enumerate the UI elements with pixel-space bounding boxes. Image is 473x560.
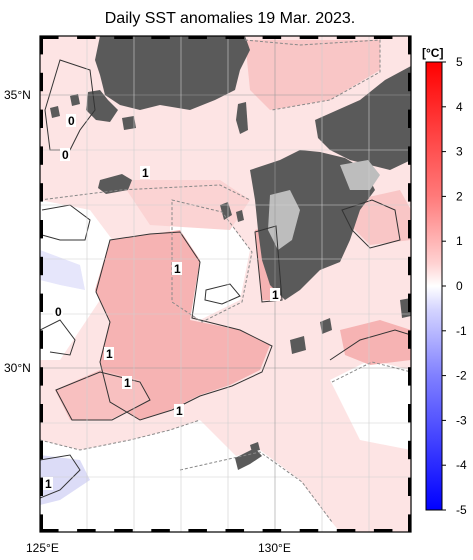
- colorbar-tick-label: 3: [456, 145, 463, 159]
- frame-tick: [188, 36, 207, 39]
- frame-tick: [373, 529, 393, 532]
- contour-label: 1: [174, 262, 181, 276]
- colorbar-tick-label: 4: [456, 100, 463, 114]
- contour-label: 0: [62, 148, 69, 162]
- frame-tick: [408, 404, 411, 423]
- frame-tick: [114, 36, 133, 39]
- lat-label: 35°N: [4, 88, 31, 102]
- frame-tick: [408, 183, 411, 202]
- contour-label: 1: [142, 166, 149, 180]
- frame-tick: [151, 36, 170, 39]
- contour-label: 1: [176, 404, 183, 418]
- frame-tick: [408, 367, 411, 386]
- colorbar-ticks: 5 4 3 2 1 0 -1 -2 -3 -4 -5: [442, 55, 467, 517]
- frame-tick: [373, 36, 393, 39]
- colorbar-gradient: [425, 61, 443, 511]
- frame-tick: [408, 440, 411, 460]
- frame-tick: [408, 514, 411, 532]
- colorbar-unit: [°C]: [422, 46, 443, 60]
- colorbar-tick-label: 5: [456, 55, 463, 69]
- contour-lines: [40, 39, 411, 523]
- frame-tick: [408, 146, 411, 165]
- frame-tick: [40, 404, 43, 423]
- colorbar-tick-label: -5: [456, 503, 467, 517]
- colorbar: [°C] 5 4 3 2 1 0 -1 -2 -3 -4 -5: [422, 46, 467, 517]
- contour-label-group: 0 0 1 1 1 0 1 1 1 1: [43, 114, 280, 491]
- frame-tick: [262, 529, 282, 532]
- graticule: [40, 36, 411, 532]
- frame-tick: [408, 72, 411, 92]
- frame-tick: [77, 36, 96, 39]
- frame-tick: [299, 529, 319, 532]
- frame-tick: [188, 529, 207, 532]
- latitude-labels: 35°N 30°N: [4, 88, 31, 375]
- colorbar-tick-label: 1: [456, 234, 463, 248]
- contour-label: 0: [55, 305, 62, 319]
- frame-tick: [408, 109, 411, 128]
- frame-tick: [40, 477, 43, 496]
- frame-tick: [40, 293, 43, 312]
- frame-tick: [40, 109, 43, 128]
- frame-tick: [299, 36, 319, 39]
- map-frame: [39, 35, 412, 533]
- lon-label: 130°E: [258, 541, 291, 555]
- contour-label: 1: [106, 347, 113, 361]
- frame-tick: [40, 146, 43, 165]
- frame-tick: [40, 330, 43, 349]
- map-title: Daily SST anomalies 19 Mar. 2023.: [104, 10, 356, 27]
- frame-tick: [40, 514, 43, 532]
- frame-tick: [77, 529, 96, 532]
- frame-tick: [408, 293, 411, 312]
- colorbar-tick-label: 0: [456, 279, 463, 293]
- frame-tick: [262, 36, 282, 39]
- frame-tick: [408, 256, 411, 276]
- frame-tick: [408, 477, 411, 496]
- frame-tick: [114, 529, 133, 532]
- frame-tick: [40, 183, 43, 202]
- frame-tick: [40, 256, 43, 276]
- contour-label: 1: [272, 288, 279, 302]
- colorbar-tick-label: -2: [456, 369, 467, 383]
- lon-label: 125°E: [26, 541, 59, 555]
- frame-tick: [336, 36, 356, 39]
- colorbar-tick-label: -1: [456, 324, 467, 338]
- frame-tick: [408, 330, 411, 349]
- frame-tick: [408, 220, 411, 239]
- frame-tick: [151, 529, 170, 532]
- longitude-labels: 125°E 130°E: [26, 541, 291, 555]
- frame-tick: [40, 36, 43, 55]
- map-area: 0 0 1 1 1 0 1 1 1 1: [40, 36, 411, 532]
- frame-tick: [40, 220, 43, 239]
- frame-tick: [336, 529, 356, 532]
- frame-tick: [225, 36, 245, 39]
- frame-tick: [40, 367, 43, 386]
- colorbar-tick-label: 2: [456, 189, 463, 203]
- colorbar-tick-label: -4: [456, 458, 467, 472]
- frame-tick: [40, 440, 43, 460]
- frame-tick: [225, 529, 245, 532]
- frame-tick: [408, 36, 411, 55]
- contour-label: 1: [45, 477, 52, 491]
- colorbar-tick-label: -3: [456, 413, 467, 427]
- contour-label: 0: [68, 114, 75, 128]
- lat-label: 30°N: [4, 361, 31, 375]
- frame-tick: [40, 529, 59, 532]
- contour-label: 1: [124, 376, 131, 390]
- frame-tick: [40, 36, 59, 39]
- frame-tick: [40, 72, 43, 92]
